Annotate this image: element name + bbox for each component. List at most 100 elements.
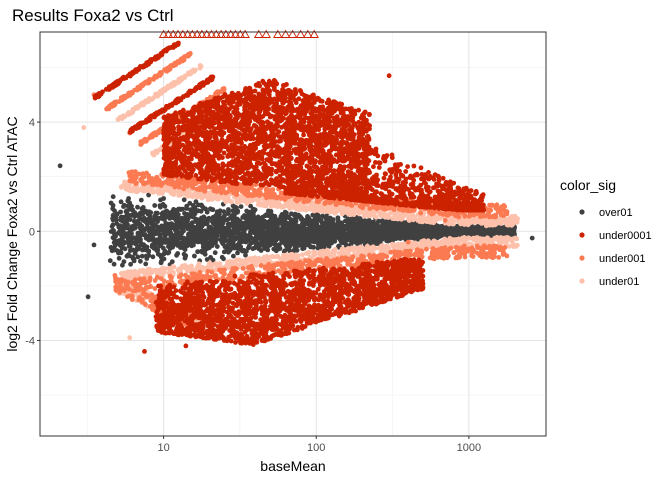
data-point <box>179 75 184 81</box>
data-point <box>227 225 232 230</box>
data-point <box>505 227 510 233</box>
data-point <box>315 215 320 220</box>
data-point <box>146 249 152 255</box>
data-point <box>344 247 350 252</box>
data-point <box>304 230 310 236</box>
data-point <box>190 68 196 74</box>
data-point <box>273 232 279 237</box>
data-point <box>222 213 227 219</box>
data-point <box>127 200 133 206</box>
data-point <box>219 254 225 260</box>
data-point <box>182 247 188 253</box>
data-point <box>156 239 162 245</box>
data-point <box>166 250 172 255</box>
data-point <box>203 242 209 248</box>
data-point <box>259 228 264 234</box>
data-point <box>118 214 124 220</box>
data-point <box>279 212 285 217</box>
data-point <box>221 194 227 200</box>
data-point <box>159 258 164 264</box>
data-point <box>440 226 445 232</box>
data-point <box>231 253 236 259</box>
data-point <box>162 217 167 222</box>
data-point <box>187 212 193 218</box>
data-point <box>124 253 130 259</box>
data-point <box>373 233 379 239</box>
data-point <box>232 235 238 241</box>
data-point <box>478 228 484 234</box>
data-point <box>389 228 394 233</box>
data-point <box>386 245 392 251</box>
data-point <box>320 233 325 239</box>
data-point <box>244 208 250 214</box>
data-point <box>181 251 187 257</box>
data-point <box>282 220 288 226</box>
data-point <box>214 244 220 249</box>
data-point <box>282 216 288 222</box>
data-point <box>135 254 141 260</box>
data-point <box>150 226 156 232</box>
data-point <box>336 226 342 232</box>
data-point <box>110 194 116 200</box>
data-point <box>181 197 187 203</box>
data-point <box>169 242 175 247</box>
data-point <box>141 215 147 221</box>
data-point <box>108 200 114 206</box>
data-point <box>268 235 274 241</box>
data-point <box>293 255 299 261</box>
data-point <box>91 242 97 248</box>
data-point <box>277 242 282 248</box>
data-point <box>506 244 512 249</box>
data-point <box>278 229 283 235</box>
data-point <box>171 189 176 194</box>
data-point <box>148 232 154 237</box>
data-point <box>251 215 257 220</box>
data-point <box>389 241 395 247</box>
data-point <box>450 229 456 235</box>
data-point <box>124 213 130 219</box>
data-point <box>470 219 476 225</box>
data-point <box>238 204 244 210</box>
data-point <box>179 229 185 235</box>
data-point <box>133 248 139 254</box>
data-point <box>514 236 520 242</box>
data-point <box>178 245 183 250</box>
data-point <box>262 246 268 251</box>
data-point <box>355 231 360 236</box>
data-point <box>362 231 367 237</box>
data-point <box>244 199 250 205</box>
data-point <box>136 244 142 250</box>
data-point <box>381 212 387 217</box>
data-point <box>483 223 489 229</box>
data-points <box>57 40 535 354</box>
data-point <box>222 244 228 250</box>
data-point <box>154 93 159 98</box>
data-point <box>509 214 515 219</box>
data-point <box>138 197 144 203</box>
data-point <box>345 216 351 222</box>
data-point <box>119 116 125 122</box>
data-point <box>132 210 138 216</box>
data-point <box>311 244 316 250</box>
data-point <box>235 250 240 256</box>
data-point <box>171 264 177 270</box>
data-point <box>379 223 385 229</box>
data-point <box>187 222 193 228</box>
data-point <box>213 195 219 201</box>
data-point <box>427 219 433 225</box>
data-point <box>181 236 187 242</box>
data-point <box>156 191 162 196</box>
data-point <box>122 218 128 224</box>
data-point <box>221 249 227 255</box>
data-point <box>117 249 122 255</box>
data-point <box>201 235 207 240</box>
data-point <box>135 204 140 210</box>
data-point <box>115 239 120 245</box>
data-point <box>164 223 170 228</box>
data-point <box>110 222 116 228</box>
data-point <box>268 227 273 233</box>
data-point <box>504 235 510 240</box>
data-point <box>182 215 188 221</box>
data-point <box>143 261 149 267</box>
